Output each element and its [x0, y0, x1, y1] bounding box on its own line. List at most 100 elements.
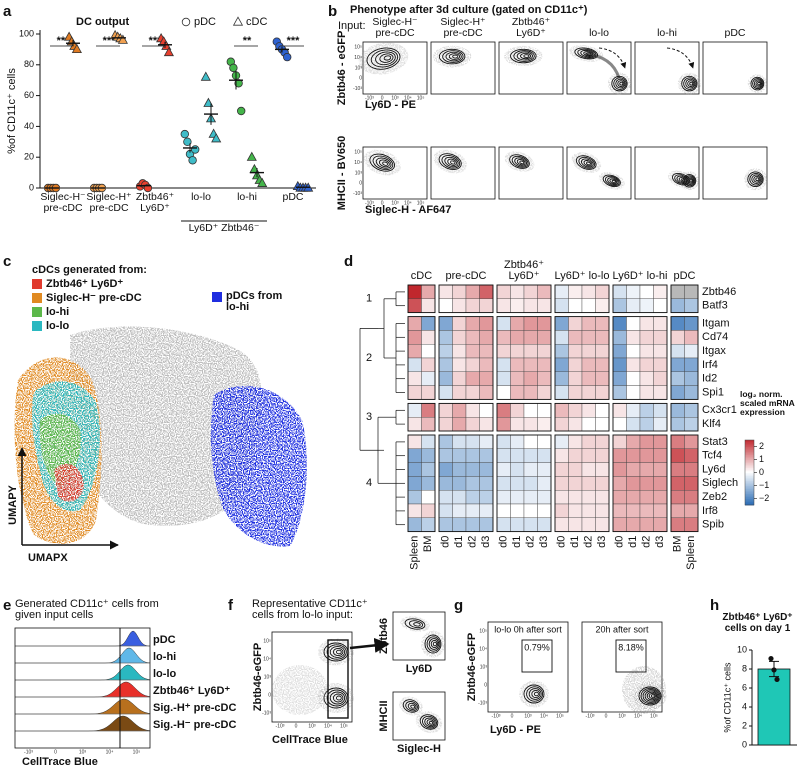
heatmap-cell	[496, 403, 511, 418]
heatmap-cell	[612, 298, 627, 313]
heatmap-cell	[465, 330, 480, 345]
contour	[450, 160, 456, 165]
scatter-cloud	[272, 665, 328, 715]
colorbar-step	[745, 483, 754, 486]
heatmap-cell	[568, 490, 583, 505]
flow-tick-label: 10⁴	[404, 200, 412, 206]
contour	[640, 687, 661, 705]
heatmap-cell	[581, 385, 596, 400]
heatmap-cell	[595, 448, 610, 463]
y-tick-label: 0	[29, 182, 34, 192]
heatmap-cell	[479, 385, 494, 400]
colorbar-title: log₂ norm. scaled mRNA expression	[740, 389, 795, 417]
heatmap-cell	[523, 476, 538, 491]
contour	[432, 641, 437, 647]
heatmap-cell	[670, 371, 685, 386]
heatmap-cell	[523, 462, 538, 477]
heatmap-cell	[581, 403, 596, 418]
flow-tick-label: 0	[605, 713, 608, 719]
x-tick-label: lo-lo	[191, 191, 211, 203]
colorbar-step	[745, 482, 754, 485]
heatmap-cell	[496, 462, 511, 477]
column-label: d3	[596, 536, 608, 548]
colorbar-step	[745, 495, 754, 498]
heatmap-cell	[653, 503, 668, 519]
heatmap-cell	[670, 503, 685, 519]
x-axis-label: CellTrace Blue	[272, 734, 348, 746]
umap-cells	[70, 326, 262, 526]
contour	[336, 695, 342, 701]
heatmap-cell	[438, 344, 453, 359]
heatmap-cell	[626, 517, 641, 532]
colorbar-step	[745, 487, 754, 490]
column-label: d0	[556, 536, 568, 548]
heatmap-cell	[639, 503, 654, 519]
y-tick-label: 2	[742, 720, 747, 730]
contour	[402, 699, 420, 713]
legend-swatch	[32, 321, 42, 331]
heatmap-cell	[523, 357, 538, 373]
heatmap-cell	[537, 371, 552, 386]
heatmap-cell	[452, 344, 467, 359]
heatmap-cell	[438, 284, 453, 300]
contour	[615, 78, 626, 89]
contour	[520, 52, 532, 60]
x-tick-label: Zbtb46⁺ Ly6D⁺	[135, 191, 175, 214]
heatmap-cell	[554, 371, 569, 386]
column-label: d3	[538, 536, 550, 548]
flow-tick-label: 10³	[524, 713, 532, 719]
contour	[648, 692, 656, 700]
input-name: lo-hi	[657, 27, 677, 39]
heatmap-cell	[421, 284, 436, 300]
column-label: d2	[525, 536, 537, 548]
heatmap-cell	[612, 490, 627, 505]
colorbar-step	[745, 440, 754, 443]
heatmap-cell	[595, 434, 610, 450]
contour	[447, 158, 458, 166]
heatmap-cell	[639, 403, 654, 418]
input-name: Siglec-H⁻ pre-cDC	[372, 16, 418, 39]
heatmap-cell	[523, 316, 538, 331]
heatmap-cell	[479, 357, 494, 373]
contour	[513, 50, 535, 62]
heatmap-cell	[510, 330, 525, 345]
heatmap-cell	[639, 385, 654, 400]
heatmap-cell	[510, 503, 525, 519]
input-name: Siglec-H⁺ pre-cDC	[440, 16, 486, 39]
contour	[428, 720, 434, 725]
contour	[644, 690, 659, 702]
heatmap-cell	[510, 517, 525, 532]
heatmap-cell	[523, 517, 538, 532]
heatmap-cell	[452, 490, 467, 505]
heatmap-cell	[595, 316, 610, 331]
heatmap-cell	[626, 490, 641, 505]
heatmap-cell	[465, 503, 480, 519]
heatmap-cell	[407, 316, 422, 331]
panel-title: Representative CD11c⁺ cells from lo-lo i…	[252, 598, 368, 621]
block-frame	[612, 434, 668, 533]
heatmap-cell	[465, 284, 480, 300]
heatmap-cell	[407, 344, 422, 359]
heatmap-cell	[496, 344, 511, 359]
contour	[370, 49, 399, 68]
contour	[604, 175, 620, 187]
plot-frame	[566, 146, 632, 200]
contour	[755, 80, 762, 87]
contour	[428, 638, 440, 650]
x-axis-label: CellTrace Blue	[22, 756, 98, 768]
heatmap-cell	[421, 448, 436, 463]
heatmap-cell	[581, 462, 596, 477]
heatmap-cell	[554, 357, 569, 373]
heatmap-cell	[554, 385, 569, 400]
colorbar-step	[745, 496, 754, 499]
heatmap-cell	[639, 330, 654, 345]
heatmap-cell	[595, 490, 610, 505]
data-point	[161, 40, 172, 50]
heatmap-cell	[421, 417, 436, 432]
heatmap-cell	[670, 316, 685, 331]
gate-label: 8.18%	[618, 642, 644, 652]
y-tick-label: 8	[742, 663, 747, 673]
contour	[438, 48, 466, 65]
flow-tick-label: -10³	[262, 710, 271, 716]
